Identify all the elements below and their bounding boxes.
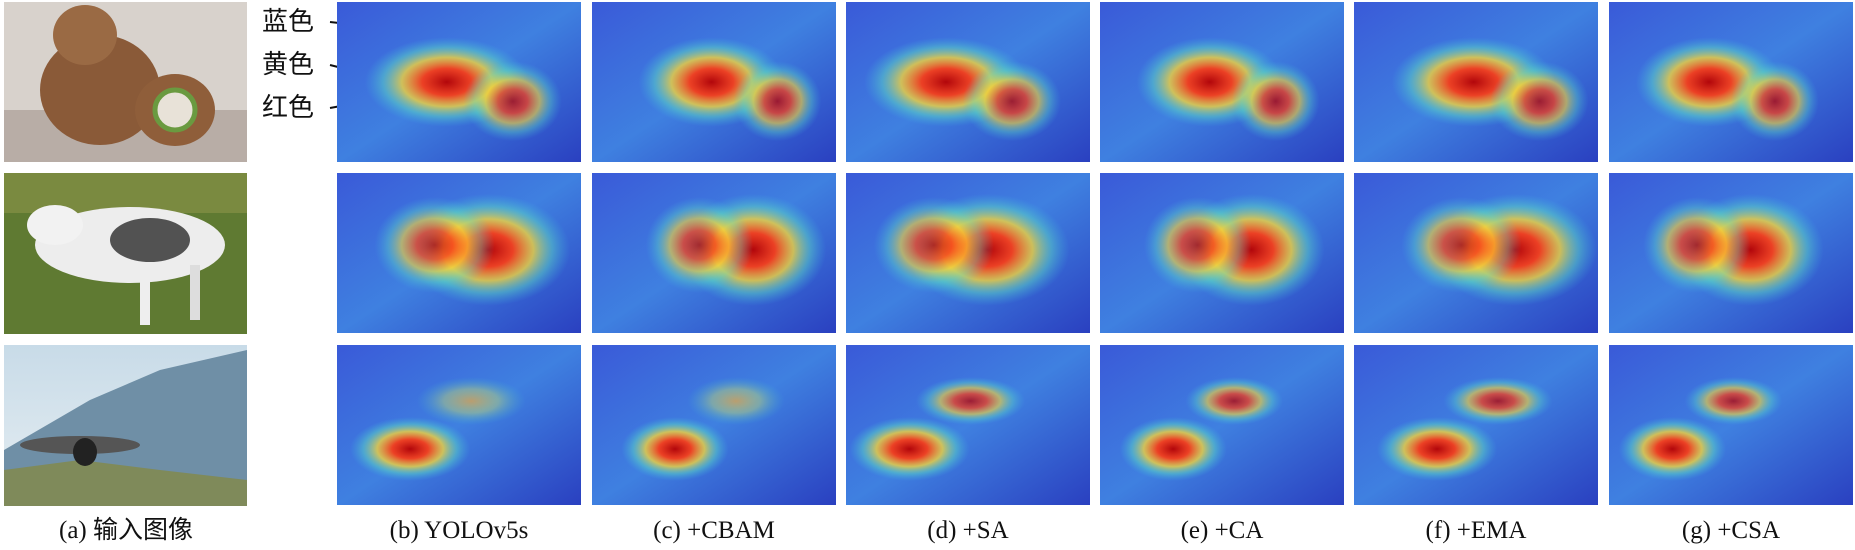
heat-blob <box>849 417 970 481</box>
heat-blob <box>1443 377 1553 425</box>
heat-blob <box>1731 61 1819 142</box>
captions: (a) 输入图像 (b) YOLOv5s (c) +CBAM (d) +SA (e) +… <box>59 516 1780 544</box>
heatmap <box>1609 345 1853 505</box>
caption: (a) 输入图像 <box>59 516 193 544</box>
color-label: 黄色 <box>262 50 314 79</box>
heat-blob <box>1143 197 1252 293</box>
heatmap <box>846 2 1090 162</box>
heat-blob <box>1618 417 1727 481</box>
heat-blob <box>1643 197 1751 293</box>
heat-blob <box>1401 197 1522 293</box>
heatmap <box>1609 2 1853 162</box>
heat-blob <box>350 417 471 481</box>
heat-blob <box>915 377 1026 425</box>
heatmap <box>1609 173 1853 333</box>
color-label: 红色 <box>262 93 314 122</box>
heatmap-bg <box>592 345 836 505</box>
input-image <box>4 2 247 162</box>
caption: (g) +CSA <box>1682 517 1780 544</box>
heat-blob <box>873 197 994 293</box>
heat-blob <box>1376 417 1498 481</box>
heat-blob <box>1185 377 1283 425</box>
caption: (c) +CBAM <box>653 517 775 544</box>
heatmap <box>1100 2 1344 162</box>
heat-blob <box>1490 61 1589 142</box>
heatmap <box>1100 345 1344 505</box>
heatmap <box>337 2 581 162</box>
heatmap <box>592 173 836 333</box>
input-image <box>4 173 247 334</box>
caption: (b) YOLOv5s <box>390 517 529 544</box>
heatmap <box>592 2 836 162</box>
heatmap <box>846 345 1090 505</box>
heat-blob <box>1119 417 1227 481</box>
heat-blob <box>687 377 785 425</box>
caption: (e) +CA <box>1181 517 1264 544</box>
heat-blob <box>1231 61 1320 142</box>
heatmap <box>592 345 836 505</box>
heatmap <box>1354 173 1598 333</box>
heat-blob <box>621 417 729 481</box>
heat-blob <box>416 377 526 425</box>
heat-blob <box>374 197 495 293</box>
heatmap <box>337 345 581 505</box>
heat-blob <box>463 61 562 142</box>
heatmap-bg <box>1100 345 1344 505</box>
heat-blob <box>1684 377 1783 425</box>
heat-blob <box>645 197 754 293</box>
heatmap <box>1354 2 1598 162</box>
input-image <box>4 345 247 506</box>
heat-blob <box>962 61 1062 142</box>
heatmap <box>1354 345 1598 505</box>
heatmap <box>846 173 1090 333</box>
caption: (d) +SA <box>927 517 1008 544</box>
heatmaps <box>337 2 1853 505</box>
heat-blob <box>733 61 822 142</box>
heatmap <box>337 173 581 333</box>
caption: (f) +EMA <box>1426 517 1527 544</box>
heatmap <box>1100 173 1344 333</box>
color-label: 蓝色 <box>262 7 314 36</box>
